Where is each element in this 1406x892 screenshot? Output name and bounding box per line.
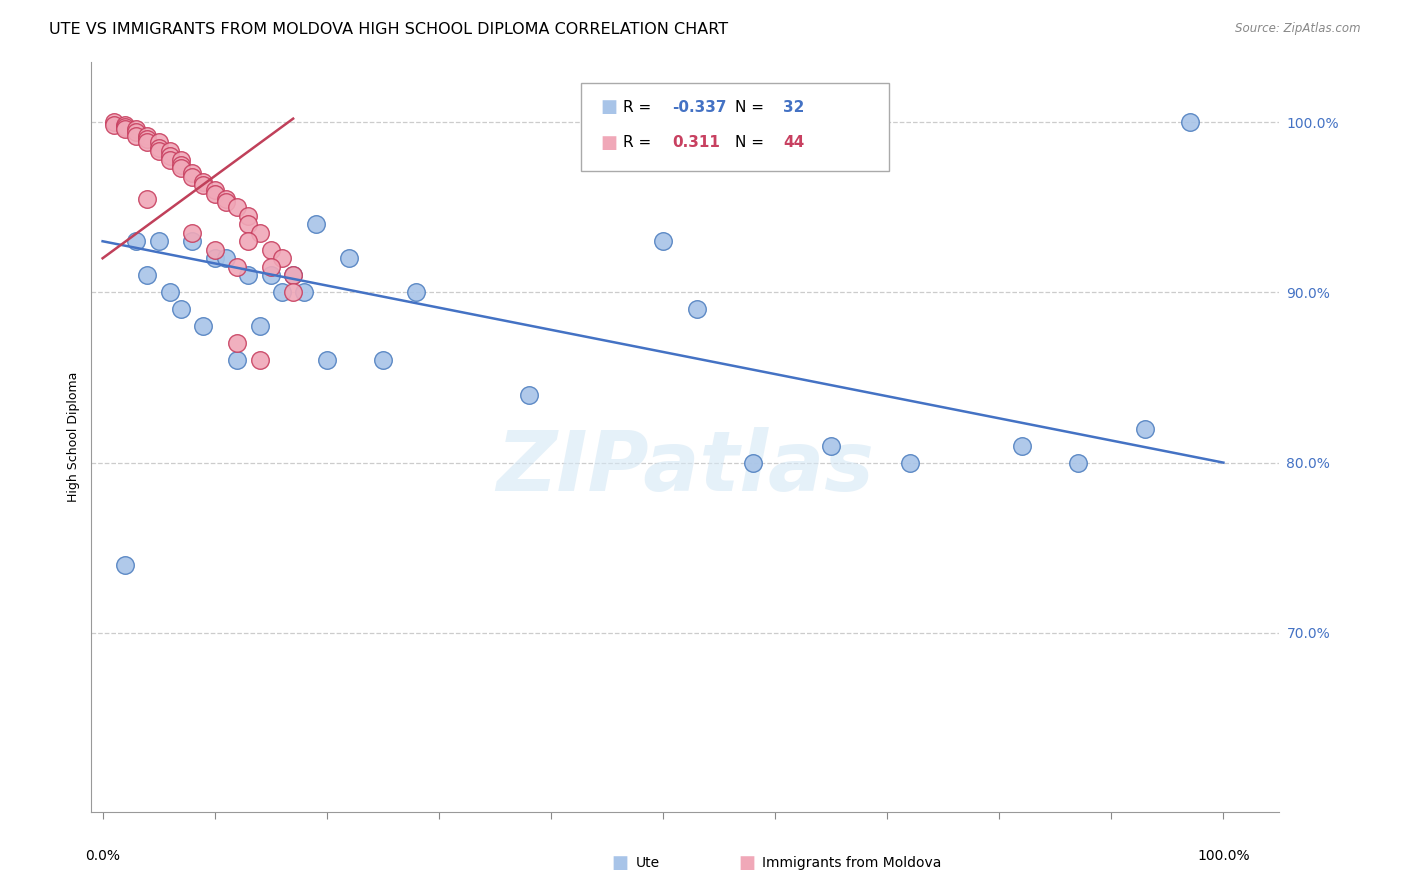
Point	[898, 456, 921, 470]
Point	[159, 149, 181, 163]
Text: 0.0%: 0.0%	[86, 849, 120, 863]
Point	[1067, 456, 1090, 470]
Point	[159, 153, 181, 167]
Text: ■: ■	[738, 855, 755, 872]
Point	[114, 121, 136, 136]
Text: N =: N =	[735, 136, 765, 150]
Point	[238, 234, 260, 248]
Point	[271, 252, 294, 266]
Point	[517, 387, 540, 401]
Point	[193, 178, 215, 192]
Text: Immigrants from Moldova: Immigrants from Moldova	[762, 856, 942, 871]
Point	[249, 353, 271, 368]
Point	[159, 285, 181, 300]
Point	[125, 234, 148, 248]
Point	[281, 285, 304, 300]
Point	[181, 226, 204, 240]
Text: Source: ZipAtlas.com: Source: ZipAtlas.com	[1236, 22, 1361, 36]
Point	[193, 319, 215, 334]
Point	[281, 268, 304, 283]
Point	[204, 252, 226, 266]
Point	[315, 353, 337, 368]
Point	[281, 268, 304, 283]
Point	[371, 353, 394, 368]
Point	[114, 558, 136, 572]
Point	[215, 252, 238, 266]
Point	[136, 128, 159, 143]
Point	[260, 260, 283, 274]
Point	[125, 121, 148, 136]
Point	[136, 132, 159, 146]
Point	[148, 140, 170, 154]
Point	[304, 217, 326, 231]
Point	[238, 268, 260, 283]
Point	[226, 260, 249, 274]
Point	[204, 186, 226, 201]
Point	[193, 175, 215, 189]
Point	[405, 285, 427, 300]
Point	[148, 144, 170, 158]
Point	[204, 243, 226, 257]
Point	[292, 285, 315, 300]
Point	[181, 169, 204, 184]
Point	[204, 183, 226, 197]
Point	[226, 353, 249, 368]
Point	[125, 125, 148, 139]
Y-axis label: High School Diploma: High School Diploma	[67, 372, 80, 502]
Point	[103, 119, 125, 133]
Point	[148, 234, 170, 248]
Point	[215, 192, 238, 206]
Text: Ute: Ute	[636, 856, 659, 871]
Point	[215, 195, 238, 210]
Point	[741, 456, 763, 470]
Point	[181, 166, 204, 180]
Point	[136, 136, 159, 150]
Text: UTE VS IMMIGRANTS FROM MOLDOVA HIGH SCHOOL DIPLOMA CORRELATION CHART: UTE VS IMMIGRANTS FROM MOLDOVA HIGH SCHO…	[49, 22, 728, 37]
Text: ■: ■	[600, 98, 617, 116]
Point	[249, 226, 271, 240]
Text: R =: R =	[623, 100, 651, 114]
Point	[238, 217, 260, 231]
Text: 100.0%: 100.0%	[1197, 849, 1250, 863]
Point	[260, 243, 283, 257]
Text: -0.337: -0.337	[672, 100, 727, 114]
Point	[820, 439, 842, 453]
Text: 32: 32	[783, 100, 804, 114]
Point	[136, 192, 159, 206]
Point	[1178, 115, 1201, 129]
Point	[1011, 439, 1033, 453]
Text: N =: N =	[735, 100, 765, 114]
Point	[114, 120, 136, 135]
Text: 0.311: 0.311	[672, 136, 720, 150]
Point	[170, 302, 193, 317]
Point	[337, 252, 360, 266]
Point	[685, 302, 707, 317]
Text: ■: ■	[612, 855, 628, 872]
Point	[114, 119, 136, 133]
Point	[238, 209, 260, 223]
Text: 44: 44	[783, 136, 804, 150]
Point	[226, 336, 249, 351]
Text: ■: ■	[600, 134, 617, 152]
Point	[125, 128, 148, 143]
Point	[1133, 421, 1156, 435]
Point	[103, 115, 125, 129]
Text: ZIPatlas: ZIPatlas	[496, 426, 875, 508]
Point	[226, 200, 249, 214]
Point	[271, 285, 294, 300]
Point	[136, 268, 159, 283]
Point	[260, 268, 283, 283]
Point	[159, 144, 181, 158]
Point	[170, 161, 193, 175]
Text: R =: R =	[623, 136, 651, 150]
Point	[652, 234, 675, 248]
Point	[170, 158, 193, 172]
Point	[170, 153, 193, 167]
Point	[148, 136, 170, 150]
Point	[181, 234, 204, 248]
Point	[249, 319, 271, 334]
